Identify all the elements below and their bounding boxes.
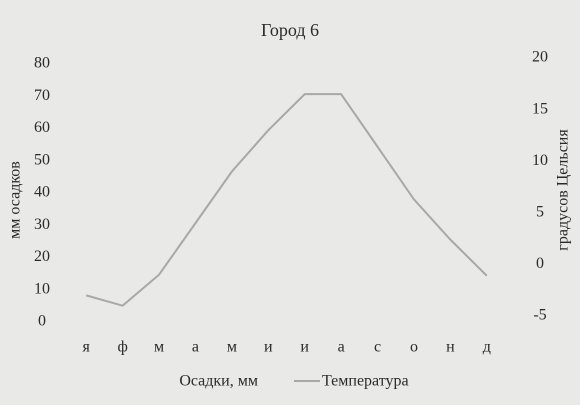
x-tick-label: и [264,339,273,356]
y-tick-label: 10 [34,280,50,297]
x-tick-label: м [227,339,237,356]
x-tick-label: м [154,339,164,356]
temperature-line [85,93,488,307]
y-axis-label: мм осадков [7,161,24,239]
x-tick-label: и [300,339,309,356]
x-tick-label: д [483,339,491,356]
legend-label: Осадки, мм [179,373,258,390]
y2-tick-label: 5 [536,203,544,220]
y2-tick-label: 20 [532,49,548,66]
y-tick-label: 40 [34,184,50,201]
y-tick-label: 0 [38,313,46,330]
y-tick-label: 30 [34,216,50,233]
y2-tick-label: -5 [533,307,546,324]
x-tick-label: а [338,339,345,356]
y-tick-label: 60 [34,119,50,136]
x-tick-label: н [446,339,455,356]
y2-axis-label: градусов Цельсия [555,129,572,251]
x-tick-label: с [374,339,381,356]
chart-title: Город 6 [261,20,319,40]
y2-tick-label: 10 [532,152,548,169]
y2-tick-label: 15 [532,100,548,117]
y-tick-label: 50 [34,151,50,168]
x-tick-label: о [410,339,418,356]
y-tick-label: 80 [34,55,50,72]
x-tick-label: ф [117,339,127,356]
y-tick-label: 70 [34,87,50,104]
x-tick-label: я [83,339,91,356]
y-tick-label: 20 [34,248,50,265]
y2-tick-label: 0 [536,255,544,272]
legend-label: Температура [322,373,409,390]
x-tick-label: а [192,339,199,356]
